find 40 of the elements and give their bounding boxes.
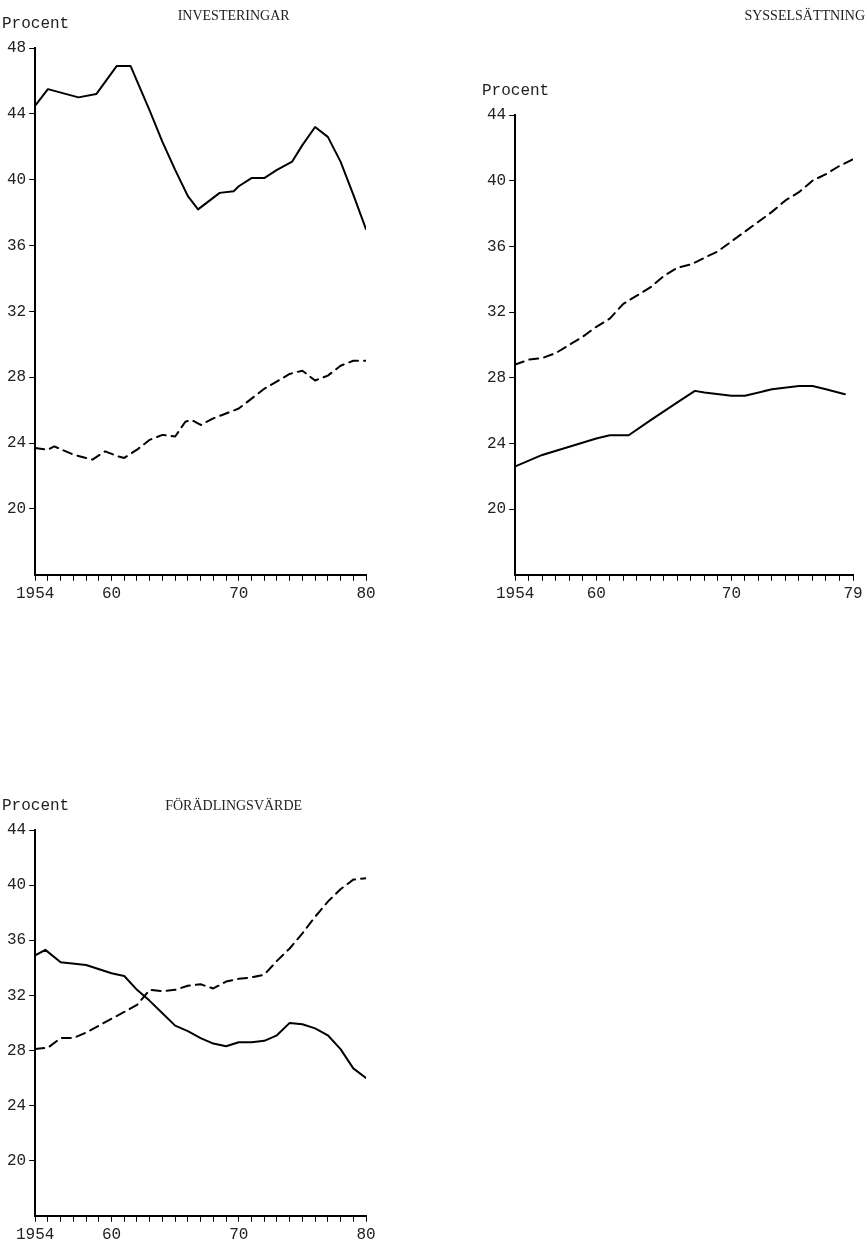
chart-title: INVESTERINGAR [177, 8, 291, 23]
chart-title: SYSSELSÄTTNING [744, 7, 865, 23]
chart-title: FÖRÄDLINGSVÄRDE [165, 797, 303, 813]
y-axis-title: Procent [482, 82, 550, 100]
y-tick-label: 24 [487, 434, 507, 453]
x-tick-label: 60 [586, 584, 606, 603]
y-tick-label: 40 [7, 876, 27, 895]
y-tick-label: 28 [487, 368, 507, 387]
y-tick-label: 40 [7, 170, 27, 189]
y-axis-title: Procent [2, 797, 70, 815]
x-tick-label: 1954 [16, 1225, 55, 1244]
x-tick-label: 80 [356, 1225, 376, 1244]
y-tick-label: 44 [7, 105, 27, 124]
x-tick-label: 79 [843, 584, 863, 603]
x-tick-label: 60 [101, 1225, 122, 1244]
y-tick-label: 44 [487, 106, 507, 125]
x-tick-label: 1954 [496, 584, 535, 603]
y-tick-label: 44 [7, 821, 27, 840]
y-tick-label: 24 [7, 434, 27, 453]
y-tick-label: 32 [7, 302, 27, 321]
y-axis-title: Procent [2, 15, 70, 33]
y-tick-label: 36 [7, 236, 27, 255]
x-tick-label: 80 [356, 584, 376, 603]
y-tick-label: 36 [487, 237, 507, 256]
y-tick-label: 32 [487, 303, 507, 322]
y-tick-label: 20 [7, 500, 27, 519]
y-tick-label: 32 [7, 986, 27, 1005]
y-tick-label: 40 [487, 171, 507, 190]
y-tick-label: 28 [7, 1041, 27, 1060]
y-tick-label: 20 [7, 1151, 27, 1170]
y-tick-label: 20 [487, 500, 507, 519]
x-tick-label: 1954 [16, 584, 55, 603]
x-tick-label: 70 [229, 1225, 249, 1244]
x-tick-label: 70 [721, 584, 741, 603]
x-tick-label: 60 [101, 584, 122, 603]
y-tick-label: 48 [7, 39, 27, 58]
y-tick-label: 28 [7, 368, 27, 387]
y-tick-label: 24 [7, 1096, 27, 1115]
x-tick-label: 70 [229, 584, 249, 603]
y-tick-label: 36 [7, 931, 27, 950]
